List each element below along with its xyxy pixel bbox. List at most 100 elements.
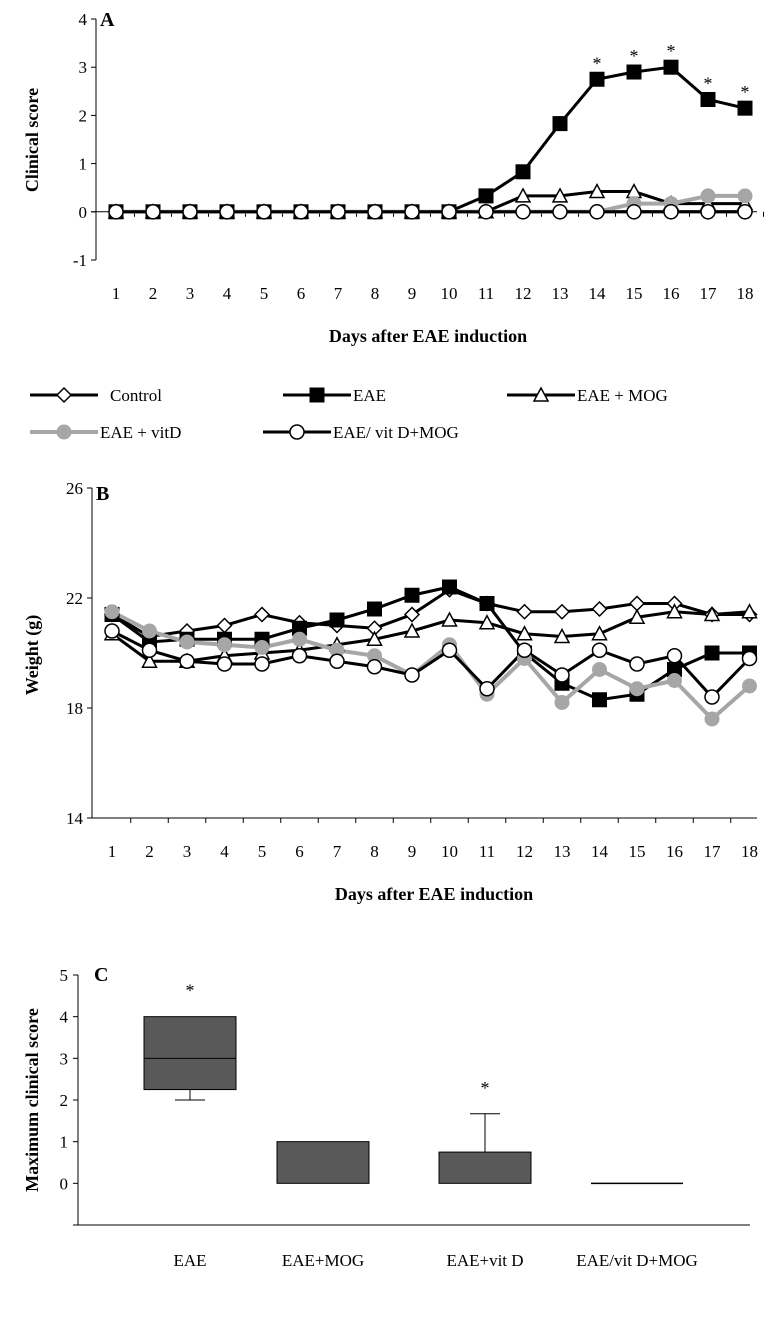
panel-c-box-eae-vit-d xyxy=(438,1151,532,1184)
panel-a-point-eae-vit-d-mog xyxy=(219,204,235,220)
panel-b-point-control xyxy=(591,600,608,618)
panel-a-point-eae xyxy=(589,71,605,87)
panel-b-x-tick-label: 15 xyxy=(629,842,646,861)
panel-a-point-eae-vit-d-mog xyxy=(737,204,753,220)
panel-a-x-tick-label: 13 xyxy=(552,284,569,303)
panel-a-x-tick-label: 15 xyxy=(626,284,643,303)
panel-b-y-tick-label: 18 xyxy=(66,699,83,718)
panel-b-point-eae xyxy=(442,579,457,595)
panel-a-point-eae xyxy=(515,164,531,180)
panel-a-point-eae-vit-d-mog xyxy=(552,204,568,220)
panel-a-x-tick-label: 1 xyxy=(112,284,121,303)
panel-c-y-axis-label: Maximum clinical score xyxy=(22,1008,42,1192)
legend-label-eae-vitd: EAE + vitD xyxy=(100,423,181,442)
panel-b-series-line-eae-mog xyxy=(111,610,750,663)
panel-b-x-tick-label: 3 xyxy=(183,842,192,861)
panel-b-point-control xyxy=(516,603,533,620)
legend-marker-control xyxy=(55,386,73,404)
panel-c-y-tick-label: 1 xyxy=(60,1133,69,1152)
panel-b-letter: B xyxy=(96,483,109,505)
panel-b-x-tick-label: 14 xyxy=(591,842,609,861)
panel-a-x-tick-label: 8 xyxy=(371,284,380,303)
panel-a-point-eae-vit-d-mog xyxy=(330,204,346,220)
panel-b-point-eae-vit-d-mog xyxy=(141,642,158,658)
panel-b-point-eae-mog xyxy=(516,625,533,641)
panel-b-point-eae-vitd xyxy=(592,662,607,677)
panel-b-point-eae xyxy=(479,596,495,611)
panel-a-y-axis-label: Clinical score xyxy=(22,88,42,192)
panel-a-x-axis-label: Days after EAE induction xyxy=(329,326,527,346)
panel-b-point-eae-mog xyxy=(441,611,458,627)
panel-a-y-tick-label: 2 xyxy=(79,106,88,125)
panel-b-x-tick-label: 2 xyxy=(145,842,154,861)
panel-a-x-tick-label: 5 xyxy=(260,284,269,303)
panel-b-point-eae-vit-d-mog xyxy=(479,681,495,697)
panel-b-y-tick-label: 14 xyxy=(66,809,84,828)
panel-b-point-control xyxy=(553,603,571,620)
panel-b-series-line-control xyxy=(111,588,750,639)
panel-b-point-eae-mog xyxy=(366,630,383,646)
panel-a-x-tick-label: 3 xyxy=(186,284,195,303)
panel-b-point-eae-vitd xyxy=(254,640,270,655)
panel-b-point-eae-vitd xyxy=(554,695,570,710)
panel-a-point-eae-vitd xyxy=(700,188,716,204)
panel-b-x-tick-label: 13 xyxy=(554,842,571,861)
panel-a-point-eae-vit-d-mog xyxy=(108,204,124,220)
panel-b-point-eae-vitd xyxy=(142,623,157,639)
panel-a-point-eae xyxy=(700,91,716,107)
panel-b-point-eae-vit-d-mog xyxy=(216,656,233,672)
panel-a-point-eae-vitd xyxy=(737,188,753,204)
panel-b-point-eae-vitd xyxy=(667,673,682,688)
panel-a-point-eae-vit-d-mog xyxy=(478,204,494,220)
legend: Control EAE EAE + MOG EAE + vitD EAE/ vit D+… xyxy=(30,386,668,442)
legend-label-control: Control xyxy=(110,386,162,405)
panel-b-y-tick-label: 26 xyxy=(66,479,83,498)
panel-a-y-tick-label: 4 xyxy=(79,10,88,29)
panel-b-point-eae-vit-d-mog xyxy=(554,667,570,683)
panel-c-box-eae-mog xyxy=(276,1141,370,1184)
panel-b-point-control xyxy=(253,606,271,623)
panel-a-point-eae xyxy=(626,64,642,80)
panel-a-x-tick-label: 6 xyxy=(297,284,306,303)
panel-b-series-line-eae-vit-d-mog xyxy=(111,629,751,700)
panel-a-point-eae-mog xyxy=(551,187,569,203)
panel-a-point-eae-vit-d-mog xyxy=(700,204,716,220)
panel-b-x-tick-label: 11 xyxy=(479,842,495,861)
panel-a-clinical-score-chart: A Clinical score Days after EAE inductio… xyxy=(22,9,764,346)
panel-b-point-eae-vit-d-mog xyxy=(404,667,420,683)
panel-a-point-eae-vit-d-mog xyxy=(293,204,309,220)
panel-b-point-eae-vitd xyxy=(704,711,720,727)
panel-b-point-eae-vit-d-mog xyxy=(629,656,645,672)
panel-b-point-eae xyxy=(404,587,420,603)
panel-a-x-tick-label: 7 xyxy=(334,284,343,303)
panel-a-point-eae xyxy=(478,188,494,204)
panel-c-y-tick-label: 4 xyxy=(60,1008,69,1027)
panel-b-point-eae-vit-d-mog xyxy=(366,659,383,675)
panel-a-x-tick-label: 14 xyxy=(589,284,607,303)
panel-b-point-eae-vit-d-mog xyxy=(516,642,533,658)
panel-b-x-tick-label: 17 xyxy=(704,842,722,861)
panel-b-point-eae-vit-d-mog xyxy=(291,648,308,664)
panel-b-y-axis-label: Weight (g) xyxy=(22,615,43,696)
panel-a-point-eae-vit-d-mog xyxy=(256,204,272,220)
panel-b-point-eae-vitd xyxy=(217,637,232,653)
legend-marker-eae-mog xyxy=(532,386,550,402)
panel-b-point-eae xyxy=(704,645,720,661)
panel-b-point-eae-mog xyxy=(741,603,758,619)
panel-c-y-tick-label: 0 xyxy=(60,1174,69,1193)
panel-a-x-tick-label: 16 xyxy=(663,284,680,303)
panel-b-point-eae-mog xyxy=(591,625,608,641)
panel-b-point-eae xyxy=(592,692,607,708)
panel-b-point-eae-mog xyxy=(478,614,496,630)
panel-a-y-tick-label: -1 xyxy=(73,251,87,270)
panel-b-point-eae-vitd xyxy=(292,631,307,647)
panel-c-box-eae xyxy=(143,1016,237,1091)
panel-b-point-eae xyxy=(367,601,382,617)
panel-b-point-eae-vitd xyxy=(629,681,645,697)
panel-b-point-control xyxy=(403,606,421,623)
legend-label-eae-mog: EAE + MOG xyxy=(577,386,668,405)
panel-b-point-eae-vit-d-mog xyxy=(104,623,120,639)
panel-a-y-tick-label: 0 xyxy=(79,203,88,222)
panel-a-significance-star: * xyxy=(593,53,602,73)
